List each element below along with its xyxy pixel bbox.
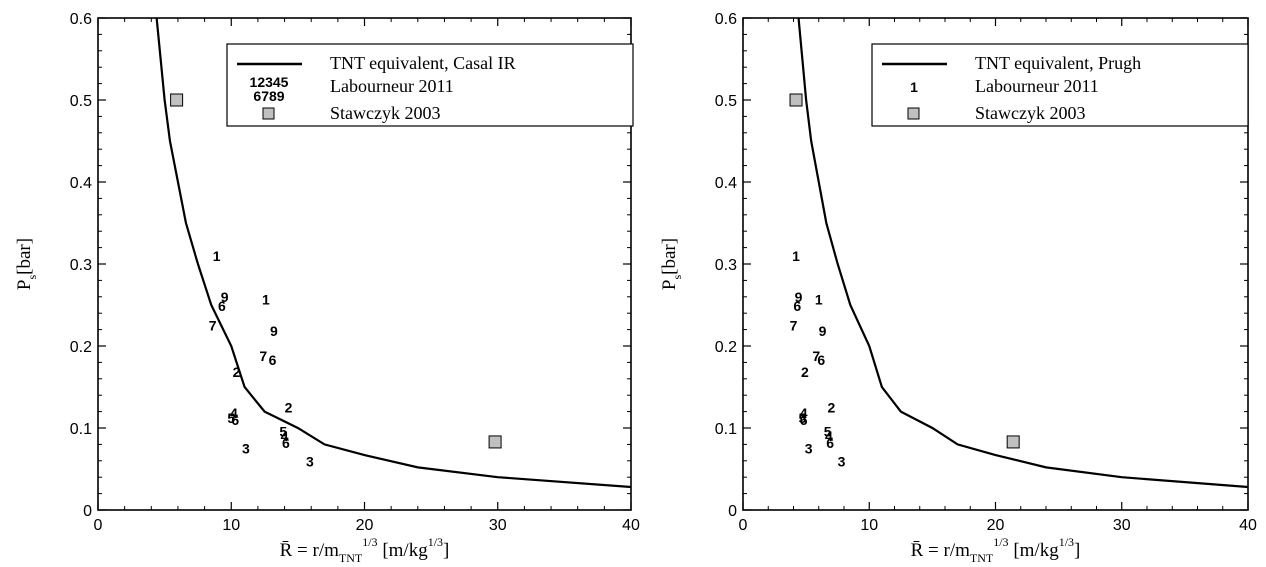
legend: TNT equivalent, Prugh 1 Labourneur 2011 Sta… — [871, 43, 1249, 127]
legend-label-labourneur: Labourneur 2011 — [330, 76, 454, 96]
labourneur-point: 6 — [800, 412, 808, 428]
labourneur-point: 1 — [213, 248, 221, 264]
y-tick-label: 0 — [728, 503, 737, 520]
labourneur-point: 5 — [279, 423, 287, 439]
x-tick-label: 20 — [356, 517, 374, 534]
labourneur-point: 7 — [259, 348, 267, 364]
labourneur-point: 6 — [231, 412, 239, 428]
y-tick-label: 0.4 — [70, 175, 92, 192]
labourneur-point: 6 — [282, 435, 290, 451]
labourneur-point: 5 — [227, 410, 235, 426]
labourneur-point: 5 — [798, 410, 806, 426]
y-tick-label: 0.1 — [715, 421, 737, 438]
labourneur-point: 4 — [800, 405, 808, 421]
y-tick-label: 0.3 — [715, 257, 737, 274]
stawczyk-point — [488, 435, 502, 449]
legend-marker-labourneur: 6789 — [253, 88, 284, 104]
stawczyk-point — [170, 93, 184, 107]
y-tick-label: 0.6 — [70, 11, 92, 28]
labourneur-point: 2 — [285, 400, 293, 416]
y-tick-label: 0 — [83, 503, 92, 520]
legend-marker-stawczyk — [907, 107, 920, 120]
labourneur-point: 9 — [270, 323, 278, 339]
x-tick-label: 40 — [1239, 517, 1257, 534]
y-axis-label: Ps[bar] — [659, 238, 684, 290]
labourneur-point: 4 — [230, 405, 238, 421]
labourneur-point: 6 — [218, 298, 226, 314]
labourneur-point: 2 — [827, 400, 835, 416]
curve-series — [155, 18, 631, 489]
chart-panel-1: 0 10 20 30 40 0 0.1 0.2 0.3 0.4 0.5 0.6 R̄ = r/mTNT1… — [14, 11, 640, 565]
x-axis-label: R̄ = r/mTNT1/3 [m/kg1/3] — [280, 535, 450, 565]
y-tick-label: 0.3 — [70, 257, 92, 274]
labourneur-point: 7 — [209, 318, 217, 334]
y-tick-label: 0.2 — [715, 339, 737, 356]
legend-marker-labourneur: 12345 — [250, 74, 289, 90]
y-tick-label: 0.4 — [715, 175, 737, 192]
labourneur-point: 5 — [824, 423, 832, 439]
labourneur-point: 1 — [815, 291, 823, 307]
stawczyk-point — [789, 93, 803, 107]
labourneur-point: 4 — [281, 428, 289, 444]
labourneur-point: 9 — [795, 289, 803, 305]
labourneur-point: 9 — [221, 289, 229, 305]
y-tick-label: 0.2 — [70, 339, 92, 356]
x-tick-label: 0 — [94, 517, 103, 534]
legend-label-stawczyk: Stawczyk 2003 — [975, 103, 1085, 123]
legend-label-stawczyk: Stawczyk 2003 — [330, 103, 440, 123]
labourneur-point: 1 — [262, 291, 270, 307]
legend-marker-labourneur: 1 — [910, 79, 918, 95]
legend-box — [871, 43, 1249, 127]
labourneur-point: 9 — [819, 323, 827, 339]
labourneur-point: 3 — [306, 454, 314, 470]
labourneur-point: 4 — [825, 428, 833, 444]
x-tick-label: 40 — [622, 517, 640, 534]
y-tick-label: 0.5 — [715, 93, 737, 110]
labourneur-point: 7 — [790, 318, 798, 334]
curve-series — [797, 18, 1248, 489]
x-axis-label: R̄ = r/mTNT1/3 [m/kg1/3] — [911, 535, 1081, 565]
legend-label-curve: TNT equivalent, Prugh — [975, 53, 1141, 73]
labourneur-point: 6 — [793, 298, 801, 314]
chart-panel-2: 0 10 20 30 40 0 0.1 0.2 0.3 0.4 0.5 0.6 R̄ = r/mTNT1… — [659, 11, 1257, 565]
labourneur-point: 3 — [838, 454, 846, 470]
x-tick-label: 30 — [489, 517, 507, 534]
x-tick-label: 30 — [1113, 517, 1131, 534]
x-tick-label: 10 — [860, 517, 878, 534]
y-tick-label: 0.5 — [70, 93, 92, 110]
stawczyk-point — [1006, 435, 1020, 449]
labourneur-point: 3 — [805, 441, 813, 457]
labourneur-point: 7 — [812, 348, 820, 364]
y-axis-label: Ps[bar] — [14, 238, 39, 290]
labourneur-point: 1 — [792, 248, 800, 264]
y-tick-label: 0.1 — [70, 421, 92, 438]
labourneur-point: 3 — [242, 441, 250, 457]
labourneur-point: 2 — [233, 364, 241, 380]
legend-marker-stawczyk — [262, 107, 275, 120]
y-tick-label: 0.6 — [715, 11, 737, 28]
x-tick-label: 0 — [739, 517, 748, 534]
labourneur-point: 6 — [826, 435, 834, 451]
x-tick-label: 10 — [222, 517, 240, 534]
legend-label-labourneur: Labourneur 2011 — [975, 76, 1099, 96]
legend-box — [226, 43, 634, 127]
labourneur-point: 6 — [269, 352, 277, 368]
labourneur-point: 6 — [817, 352, 825, 368]
labourneur-point: 2 — [801, 364, 809, 380]
legend-label-curve: TNT equivalent, Casal IR — [330, 53, 516, 73]
x-tick-label: 20 — [987, 517, 1005, 534]
